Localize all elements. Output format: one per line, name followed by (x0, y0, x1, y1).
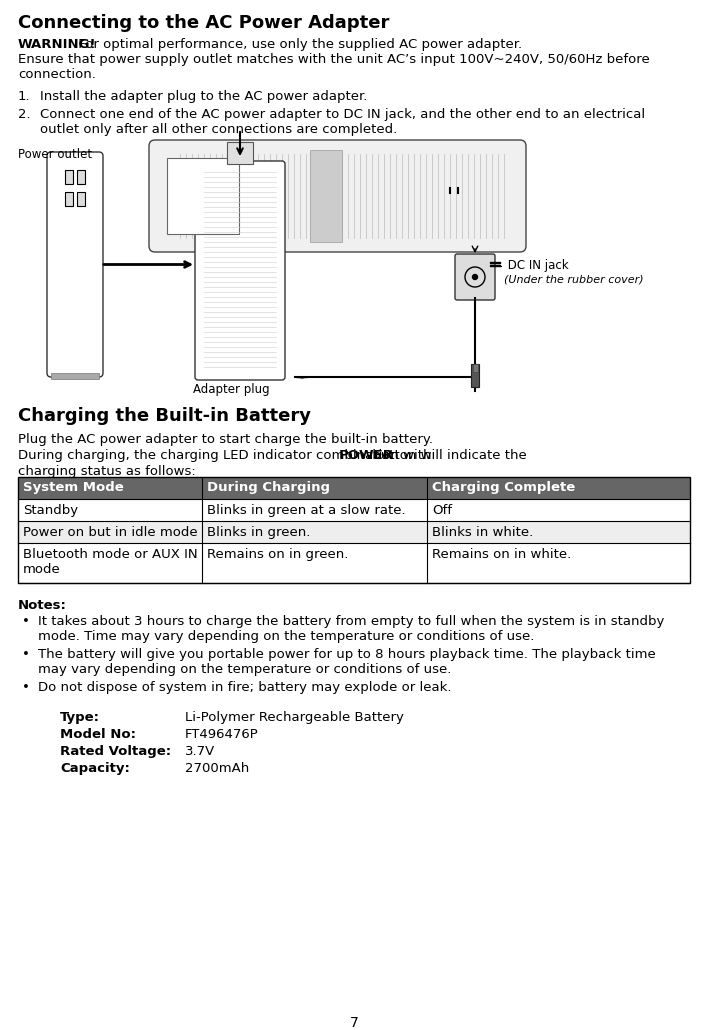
Text: Type:: Type: (60, 711, 100, 724)
Bar (18, 477, 690, 583)
Text: Rated Voltage:: Rated Voltage: (60, 745, 171, 758)
Text: Remains on in green.: Remains on in green. (207, 548, 348, 561)
Text: Plug the AC power adapter to start charge the built-in battery.: Plug the AC power adapter to start charg… (18, 433, 433, 446)
Bar (18, 477, 690, 499)
Text: Charging the Built-in Battery: Charging the Built-in Battery (18, 407, 311, 425)
Text: During charging, the charging LED indicator combination with: During charging, the charging LED indica… (18, 449, 435, 462)
Text: For optimal performance, use only the supplied AC power adapter.: For optimal performance, use only the su… (74, 38, 522, 52)
Bar (65, 192, 73, 206)
Text: Charging Complete: Charging Complete (432, 481, 575, 494)
Text: Connect one end of the AC power adapter to DC IN jack, and the other end to an e: Connect one end of the AC power adapter … (40, 108, 645, 121)
Text: POWER: POWER (338, 449, 393, 462)
Text: It takes about 3 hours to charge the battery from empty to full when the system : It takes about 3 hours to charge the bat… (38, 615, 664, 628)
Text: Blinks in green.: Blinks in green. (207, 526, 310, 539)
Text: Ensure that power supply outlet matches with the unit AC’s input 100V~240V, 50/6: Ensure that power supply outlet matches … (18, 53, 650, 66)
Bar (18, 543, 690, 583)
Text: Adapter plug: Adapter plug (193, 383, 270, 396)
FancyBboxPatch shape (195, 161, 285, 380)
Text: 2.: 2. (18, 108, 30, 121)
Bar (167, 158, 239, 234)
Text: Model No:: Model No: (60, 728, 136, 741)
Text: Bluetooth mode or AUX IN
mode: Bluetooth mode or AUX IN mode (23, 548, 198, 576)
Text: Li-Polymer Rechargeable Battery: Li-Polymer Rechargeable Battery (185, 711, 404, 724)
Text: System Mode: System Mode (23, 481, 124, 494)
Text: Do not dispose of system in fire; battery may explode or leak.: Do not dispose of system in fire; batter… (38, 681, 452, 694)
Circle shape (472, 275, 477, 279)
Text: Notes:: Notes: (18, 599, 67, 612)
Bar (471, 364, 479, 387)
Bar (472, 364, 477, 372)
Text: 3.7V: 3.7V (185, 745, 215, 758)
Text: may vary depending on the temperature or conditions of use.: may vary depending on the temperature or… (38, 663, 452, 676)
Text: •: • (22, 615, 30, 628)
Text: •: • (22, 681, 30, 694)
Text: Capacity:: Capacity: (60, 762, 130, 775)
Bar (310, 150, 342, 242)
Text: connection.: connection. (18, 68, 96, 81)
Text: Power on but in idle mode: Power on but in idle mode (23, 526, 198, 539)
Text: During Charging: During Charging (207, 481, 330, 494)
Text: DC IN jack: DC IN jack (504, 259, 569, 272)
Bar (18, 521, 690, 543)
Text: button will indicate the: button will indicate the (368, 449, 527, 462)
Bar (77, 170, 85, 184)
FancyBboxPatch shape (455, 254, 495, 300)
Text: (Under the rubber cover): (Under the rubber cover) (504, 274, 644, 284)
Text: 2700mAh: 2700mAh (185, 762, 249, 775)
Text: 1.: 1. (18, 90, 30, 103)
Text: outlet only after all other connections are completed.: outlet only after all other connections … (40, 123, 397, 136)
Bar (18, 499, 690, 521)
Bar (65, 170, 73, 184)
Text: WARNING!: WARNING! (18, 38, 96, 52)
Text: Power outlet: Power outlet (18, 148, 92, 161)
Bar (227, 142, 253, 164)
Text: The battery will give you portable power for up to 8 hours playback time. The pl: The battery will give you portable power… (38, 648, 656, 661)
Text: Standby: Standby (23, 504, 78, 517)
Text: 7: 7 (350, 1016, 358, 1030)
Text: Off: Off (432, 504, 452, 517)
Text: charging status as follows:: charging status as follows: (18, 465, 195, 478)
Text: Blinks in white.: Blinks in white. (432, 526, 533, 539)
Text: Connecting to the AC Power Adapter: Connecting to the AC Power Adapter (18, 14, 389, 32)
FancyBboxPatch shape (47, 152, 103, 377)
Text: Install the adapter plug to the AC power adapter.: Install the adapter plug to the AC power… (40, 90, 367, 103)
Bar (51, 373, 99, 379)
FancyBboxPatch shape (149, 140, 526, 252)
Bar (77, 192, 85, 206)
Text: Remains on in white.: Remains on in white. (432, 548, 571, 561)
Text: Blinks in green at a slow rate.: Blinks in green at a slow rate. (207, 504, 406, 517)
Text: FT496476P: FT496476P (185, 728, 258, 741)
Text: mode. Time may vary depending on the temperature or conditions of use.: mode. Time may vary depending on the tem… (38, 630, 535, 643)
Text: •: • (22, 648, 30, 661)
